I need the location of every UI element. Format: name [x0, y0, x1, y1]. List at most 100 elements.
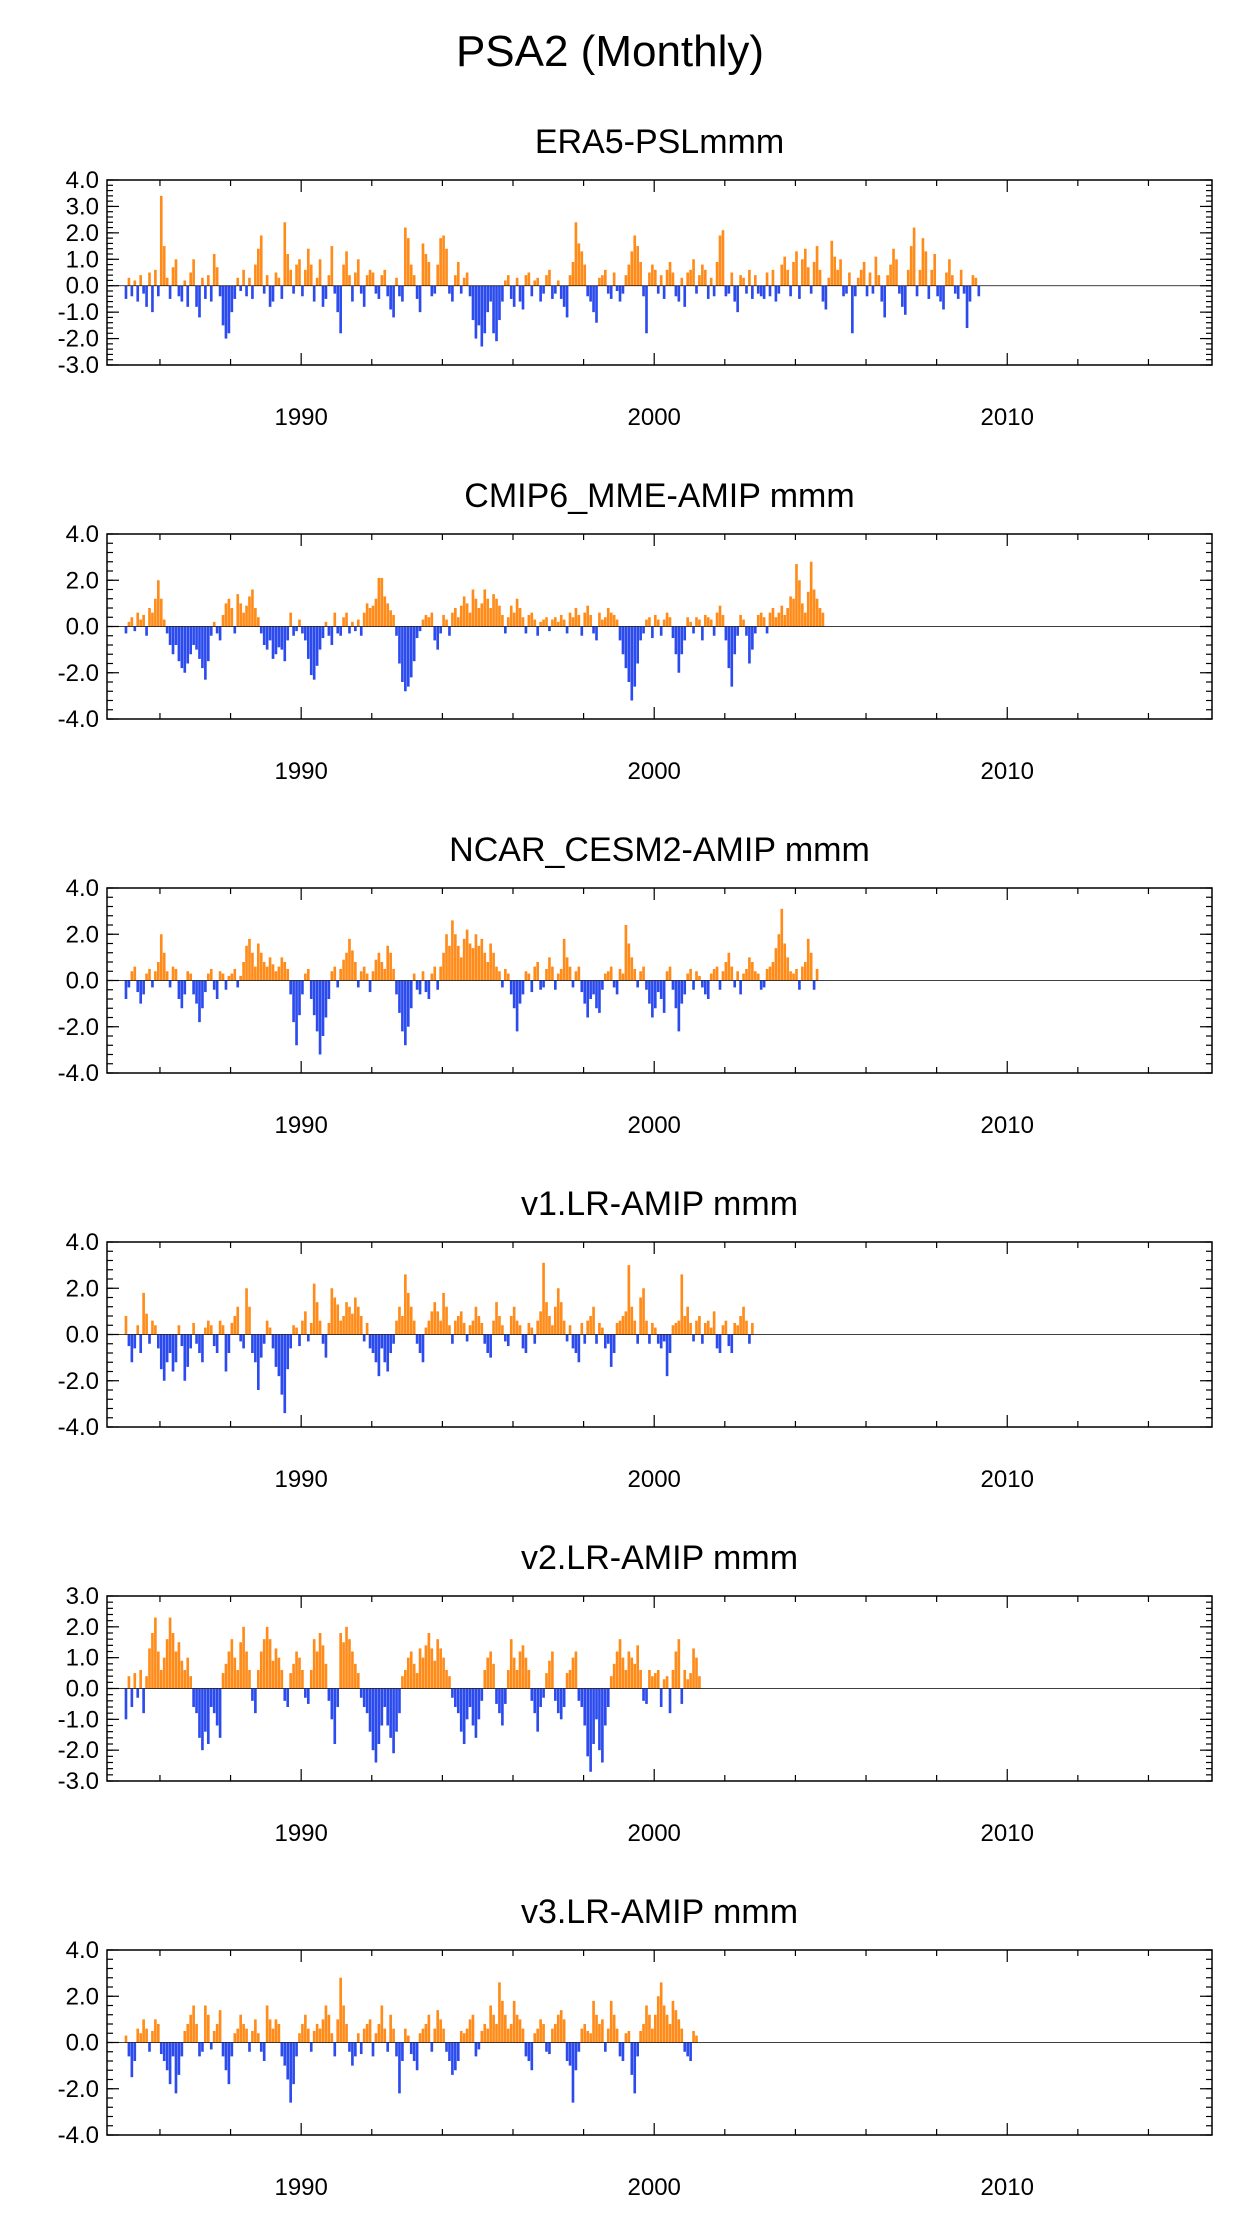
- bar-negative: [280, 285, 284, 299]
- bar-negative: [586, 1688, 589, 1757]
- bar-negative: [765, 626, 769, 634]
- x-tick-label: 1990: [274, 2174, 327, 2201]
- bar-negative: [533, 1688, 537, 1714]
- bar-negative: [177, 626, 181, 662]
- bar-positive: [818, 269, 822, 286]
- bar-positive: [545, 1673, 548, 1689]
- bar-negative: [459, 1688, 463, 1732]
- bar-positive: [498, 1316, 501, 1335]
- bar-positive: [583, 264, 587, 286]
- y-tick-label: 4.0: [66, 1229, 99, 1256]
- bar-positive: [330, 971, 334, 981]
- bar-positive: [912, 227, 916, 286]
- bar-positive: [133, 1673, 137, 1689]
- bar-positive: [339, 1977, 342, 2043]
- bar-negative: [554, 285, 557, 294]
- bar-positive: [745, 968, 748, 981]
- bar-negative: [589, 1688, 592, 1772]
- bar-positive: [465, 272, 469, 286]
- bar-positive: [651, 264, 654, 286]
- bar-positive: [315, 1302, 319, 1335]
- bar-positive: [342, 1316, 345, 1335]
- bar-positive: [492, 1320, 495, 1335]
- bar-negative: [292, 626, 295, 636]
- bar-negative: [401, 626, 404, 682]
- bar-positive: [630, 1657, 634, 1689]
- bar-positive: [718, 605, 722, 627]
- bar-positive: [171, 966, 175, 981]
- bar-negative: [439, 626, 442, 634]
- bar-negative: [139, 1334, 143, 1353]
- bar-negative: [592, 285, 595, 313]
- bar-negative: [336, 1688, 340, 1707]
- x-tick-label: 1990: [274, 1112, 327, 1139]
- bar-negative: [368, 1334, 372, 1349]
- bar-positive: [321, 2019, 325, 2043]
- bar-positive: [424, 1645, 428, 1689]
- bar-negative: [239, 1334, 242, 1342]
- bar-negative: [539, 285, 542, 302]
- bar-positive: [653, 614, 657, 627]
- bar-negative: [542, 1688, 545, 1698]
- bar-positive: [127, 1676, 131, 1689]
- bar-positive: [653, 1327, 657, 1335]
- bar-positive: [345, 612, 348, 627]
- x-tick-label: 2000: [628, 1466, 681, 1493]
- bar-positive: [239, 2014, 242, 2043]
- x-tick-label: 2010: [981, 1820, 1034, 1847]
- y-tick-label: 0.0: [66, 614, 99, 641]
- bar-negative: [268, 285, 272, 307]
- y-tick-label: -2.0: [58, 660, 99, 687]
- bar-negative: [383, 1334, 387, 1363]
- bar-negative: [574, 1334, 578, 1353]
- bar-positive: [689, 1322, 692, 1335]
- bar-positive: [206, 2014, 210, 2043]
- bar-positive: [448, 945, 451, 981]
- bar-negative: [315, 980, 319, 1032]
- bar-negative: [224, 2042, 228, 2071]
- bar-negative: [659, 1688, 663, 1707]
- bar-negative: [201, 1688, 204, 1751]
- bar-positive: [442, 2028, 445, 2043]
- bar-positive: [204, 2005, 207, 2043]
- bar-negative: [677, 626, 681, 673]
- bar-negative: [671, 980, 675, 990]
- bar-negative: [565, 2042, 569, 2061]
- bar-negative: [680, 626, 684, 655]
- bar-negative: [451, 2042, 454, 2075]
- bar-negative: [504, 626, 507, 634]
- bar-positive: [224, 603, 228, 627]
- bar-positive: [412, 973, 416, 981]
- bar-negative: [730, 626, 734, 687]
- bar-positive: [709, 973, 713, 981]
- bar-negative: [898, 285, 901, 294]
- bar-negative: [477, 1688, 481, 1720]
- bar-negative: [283, 1334, 287, 1414]
- bar-positive: [515, 1320, 519, 1335]
- bar-negative: [454, 1688, 457, 1707]
- bar-positive: [486, 1657, 490, 1689]
- bar-negative: [542, 285, 545, 294]
- bar-negative: [524, 1334, 528, 1353]
- bar-positive: [609, 966, 613, 981]
- bar-positive: [906, 269, 910, 286]
- bar-positive: [436, 2010, 440, 2043]
- bar-positive: [506, 275, 510, 286]
- bar-positive: [427, 261, 431, 286]
- bar-positive: [362, 612, 366, 627]
- bar-negative: [327, 980, 331, 999]
- bar-positive: [354, 1663, 357, 1689]
- bar-positive: [159, 195, 163, 286]
- bar-positive: [474, 934, 478, 981]
- bar-negative: [871, 285, 875, 294]
- bar-negative: [398, 626, 401, 664]
- bar-positive: [833, 256, 837, 286]
- bar-positive: [251, 589, 254, 627]
- bar-positive: [451, 612, 454, 627]
- bar-positive: [659, 1982, 663, 2043]
- bar-positive: [412, 275, 416, 286]
- bar-positive: [427, 2014, 431, 2043]
- bar-positive: [589, 2033, 592, 2043]
- bar-negative: [630, 2042, 634, 2075]
- bar-positive: [692, 1648, 695, 1689]
